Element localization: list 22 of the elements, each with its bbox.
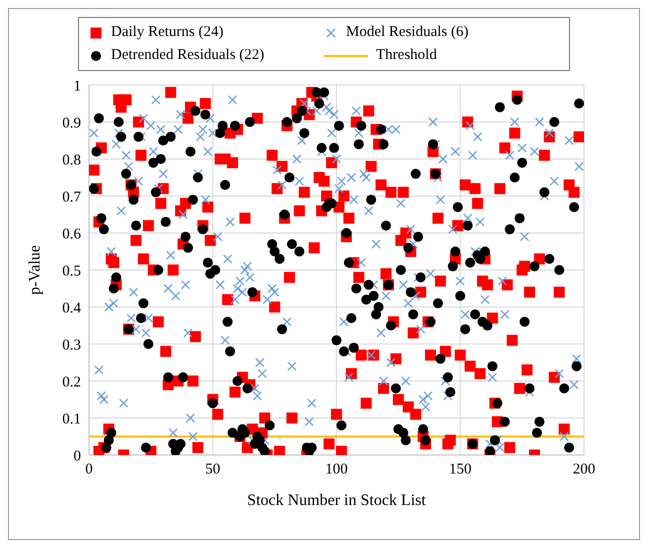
y-tick-label: 0.1 <box>62 411 81 428</box>
y-tick-label: 0.7 <box>62 189 82 206</box>
x-tick-label: 200 <box>572 462 596 478</box>
y-tick-label: 0.6 <box>62 226 82 242</box>
x-tick-label: 0 <box>85 462 93 478</box>
y-tick-label: 0.8 <box>62 152 81 168</box>
y-tick-label: 1 <box>74 78 81 94</box>
x-tick-label: 50 <box>205 462 220 478</box>
x-tick-label: 150 <box>449 462 472 478</box>
y-tick-label: 0.3 <box>62 337 81 354</box>
y-tick-label: 0.4 <box>62 300 82 316</box>
x-tick-label: 100 <box>325 462 348 478</box>
y-tick-label: 0.9 <box>62 115 81 132</box>
legend-label: Daily Returns (24) <box>111 24 224 41</box>
legend-label: Model Residuals (6) <box>346 24 468 41</box>
legend-label: Detrended Residuals (22) <box>111 47 264 64</box>
y-tick-label: 0.5 <box>62 263 81 280</box>
y-tick-label: 0 <box>74 448 81 464</box>
x-axis-title: Stock Number in Stock List <box>247 492 426 509</box>
legend-label: Threshold <box>376 47 437 64</box>
y-axis-title: p-Value <box>26 245 44 295</box>
y-tick-label: 0.2 <box>62 374 81 390</box>
